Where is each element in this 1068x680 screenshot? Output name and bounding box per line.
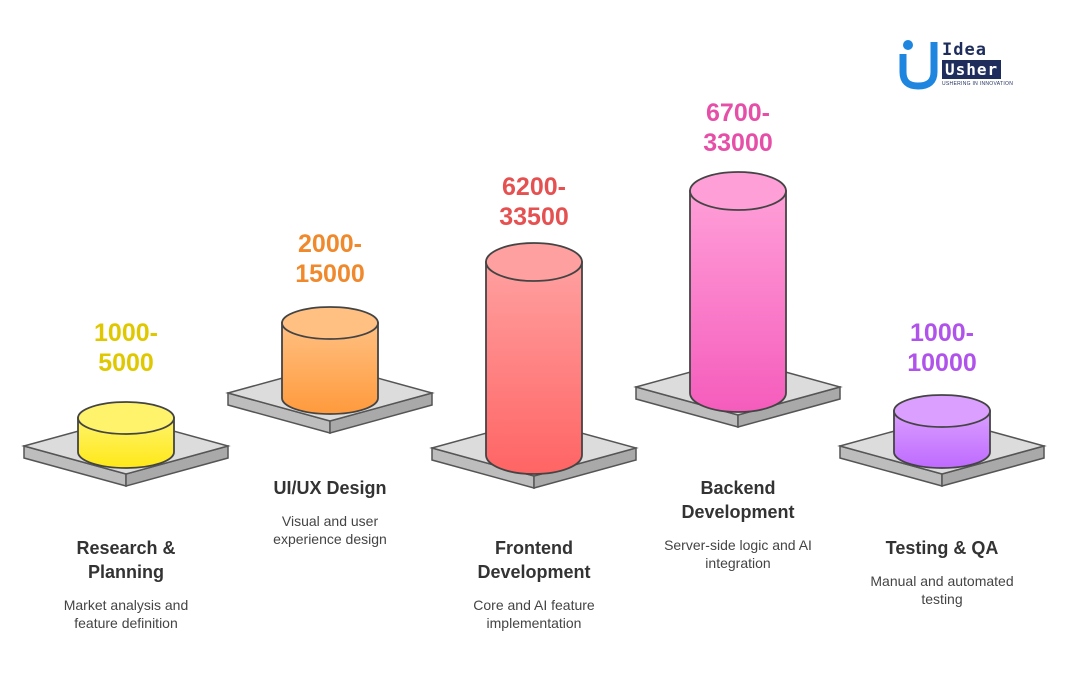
value-line-2: 33500: [499, 203, 569, 231]
logo-word-idea: Idea: [942, 40, 987, 60]
stage-4-title: Backend Development: [681, 478, 795, 522]
stage-2-title: UI/UX Design: [273, 478, 387, 498]
cylinder-4: [689, 171, 787, 413]
stage-1-graphic: [21, 401, 231, 487]
stage-5-graphic: [837, 394, 1047, 487]
value-line-1: 1000-: [910, 319, 974, 347]
value-line-2: 10000: [907, 349, 977, 377]
cylinder-3: [485, 242, 583, 475]
idea-usher-logo: Idea Usher USHERING IN INNOVATION: [898, 38, 1030, 92]
value-line-1: 6700-: [706, 99, 770, 127]
cylinder-5: [893, 394, 991, 469]
cylinder-2: [281, 306, 379, 415]
value-line-2: 33000: [703, 129, 773, 157]
stage-3-graphic: [429, 242, 639, 489]
stage-4-value: 6700- 33000: [638, 98, 838, 158]
value-line-2: 5000: [98, 349, 154, 377]
stage-5-description: Manual and automated testing: [870, 573, 1014, 607]
value-line-1: 6200-: [502, 173, 566, 201]
stage-1-title: Research & Planning: [76, 538, 176, 582]
stage-2-value: 2000- 15000: [230, 229, 430, 289]
stage-4-graphic: [633, 171, 843, 428]
logo-mark-icon: [899, 40, 938, 90]
stage-2-graphic: [225, 306, 435, 434]
stage-3-title: Frontend Development: [477, 538, 591, 582]
value-line-2: 15000: [295, 260, 365, 288]
stage-5-value: 1000- 10000: [842, 318, 1042, 378]
stage-1-value: 1000- 5000: [26, 318, 226, 378]
logo-tagline: USHERING IN INNOVATION: [942, 81, 1014, 87]
cylinder-1: [77, 401, 175, 469]
value-line-1: 2000-: [298, 230, 362, 258]
stage-2-description: Visual and user experience design: [273, 513, 387, 547]
stage-5-title: Testing & QA: [885, 538, 999, 558]
logo-word-usher: Usher: [942, 60, 1002, 79]
stage-3-description: Core and AI feature implementation: [473, 597, 595, 631]
value-line-1: 1000-: [94, 319, 158, 347]
stage-1-description: Market analysis and feature definition: [63, 597, 189, 631]
stage-4-description: Server-side logic and AI integration: [664, 537, 812, 571]
stage-3-value: 6200- 33500: [434, 172, 634, 232]
